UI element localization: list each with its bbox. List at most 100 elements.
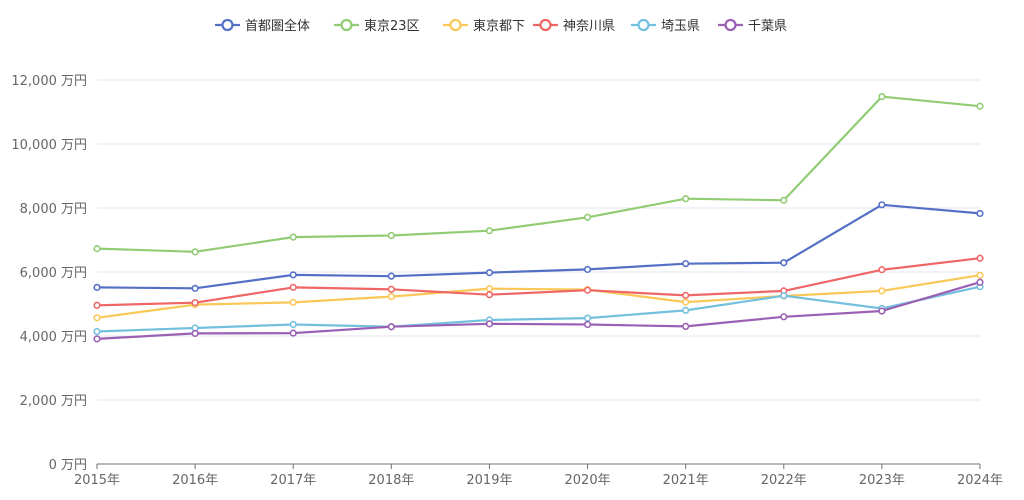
data-point[interactable] — [485, 291, 494, 299]
x-axis: 2015年 2016年 2017年 2018年 2019年 2020年 2021年 2022年… — [74, 463, 1003, 488]
y-tick-label: 12,000 万円 — [11, 74, 87, 89]
y-tick-label: 0 万円 — [49, 458, 87, 473]
x-tick-label: 2020年 — [565, 473, 611, 488]
data-point[interactable] — [289, 298, 297, 307]
data-point[interactable] — [387, 293, 395, 301]
data-point[interactable] — [682, 322, 690, 331]
series-line — [96, 203, 981, 290]
data-point[interactable] — [289, 233, 297, 241]
legend-label: 首都圏全体 — [245, 18, 310, 34]
data-point[interactable] — [682, 195, 690, 203]
y-tick-label: 6,000 万円 — [20, 266, 87, 281]
legend-marker — [221, 18, 234, 32]
data-point[interactable] — [93, 327, 101, 336]
legend-label: 埼玉県 — [661, 19, 700, 34]
y-axis: 0 万円 2,000 万円 4,000 万円 6,000 万円 8,000 万円 10,0… — [11, 74, 87, 473]
series-line — [96, 257, 981, 307]
data-point[interactable] — [682, 291, 690, 299]
legend-item[interactable]: 首都圏全体 — [215, 18, 310, 34]
series-0 — [93, 201, 984, 292]
data-point[interactable] — [583, 314, 592, 322]
data-point[interactable] — [682, 298, 690, 306]
data-point[interactable] — [780, 259, 788, 267]
legend-label: 東京23区 — [364, 18, 420, 34]
series-line — [96, 281, 981, 340]
x-tick-label: 2017年 — [270, 473, 316, 488]
data-point[interactable] — [878, 287, 886, 295]
y-tick-label: 8,000 万円 — [20, 202, 87, 217]
data-point[interactable] — [583, 213, 592, 221]
data-point[interactable] — [289, 320, 297, 329]
series-line — [96, 274, 981, 319]
series-1 — [93, 93, 984, 256]
x-tick-label: 2018年 — [368, 473, 414, 488]
data-point[interactable] — [289, 271, 297, 279]
data-point[interactable] — [93, 335, 101, 343]
series-line — [96, 285, 981, 333]
series-3 — [93, 254, 984, 309]
data-point[interactable] — [976, 271, 984, 279]
data-point[interactable] — [583, 286, 592, 294]
x-tick-label: 2024年 — [957, 473, 1003, 488]
data-point[interactable] — [878, 307, 886, 315]
legend-label: 神奈川県 — [563, 19, 615, 34]
legend-item[interactable]: 千葉県 — [718, 18, 787, 34]
data-point[interactable] — [976, 209, 984, 218]
data-point[interactable] — [878, 201, 886, 209]
legend-marker — [449, 18, 462, 32]
data-point[interactable] — [191, 248, 199, 256]
legend-marker — [539, 18, 552, 32]
x-tick-label: 2016年 — [172, 473, 218, 488]
series-group — [93, 93, 984, 343]
data-point[interactable] — [976, 254, 984, 262]
data-point[interactable] — [387, 285, 395, 293]
legend-marker — [340, 18, 353, 32]
legend-item[interactable]: 埼玉県 — [631, 18, 700, 34]
data-point[interactable] — [93, 283, 101, 291]
series-line — [96, 95, 981, 253]
data-point[interactable] — [93, 314, 101, 322]
series-5 — [93, 278, 984, 343]
x-tick-label: 2021年 — [663, 473, 709, 488]
data-point[interactable] — [976, 102, 984, 110]
data-point[interactable] — [878, 93, 886, 101]
x-tick-label: 2019年 — [466, 473, 512, 488]
legend-marker — [637, 18, 650, 32]
legend-item[interactable]: 東京都下 — [443, 18, 525, 34]
data-point[interactable] — [485, 227, 494, 235]
data-point[interactable] — [485, 285, 494, 293]
legend: 首都圏全体 東京23区 東京都下 神奈川県 埼玉県 千葉県 — [215, 18, 787, 34]
data-point[interactable] — [191, 284, 199, 292]
data-point[interactable] — [93, 245, 101, 253]
data-point[interactable] — [387, 231, 395, 240]
data-point[interactable] — [485, 320, 494, 328]
data-point[interactable] — [387, 272, 395, 280]
data-point[interactable] — [780, 196, 788, 204]
data-point[interactable] — [583, 265, 592, 274]
data-point[interactable] — [682, 306, 690, 315]
data-point[interactable] — [583, 320, 592, 329]
data-point[interactable] — [976, 278, 984, 286]
legend-item[interactable]: 神奈川県 — [533, 18, 615, 34]
y-tick-label: 4,000 万円 — [20, 330, 87, 345]
data-point[interactable] — [191, 329, 199, 338]
data-point[interactable] — [289, 283, 297, 291]
data-point[interactable] — [191, 299, 199, 307]
legend-item[interactable]: 東京23区 — [334, 18, 420, 34]
data-point[interactable] — [387, 323, 395, 331]
data-point[interactable] — [93, 301, 101, 309]
x-tick-label: 2015年 — [74, 473, 120, 488]
legend-marker — [724, 18, 737, 32]
y-tick-label: 2,000 万円 — [20, 394, 87, 409]
gridlines — [97, 79, 980, 401]
x-tick-label: 2022年 — [761, 473, 807, 488]
data-point[interactable] — [682, 260, 690, 268]
y-tick-label: 10,000 万円 — [11, 138, 87, 153]
x-tick-label: 2023年 — [859, 473, 905, 488]
data-point[interactable] — [780, 292, 788, 300]
data-point[interactable] — [780, 313, 788, 321]
data-point[interactable] — [289, 329, 297, 337]
data-point[interactable] — [485, 269, 494, 277]
data-point[interactable] — [878, 266, 886, 274]
